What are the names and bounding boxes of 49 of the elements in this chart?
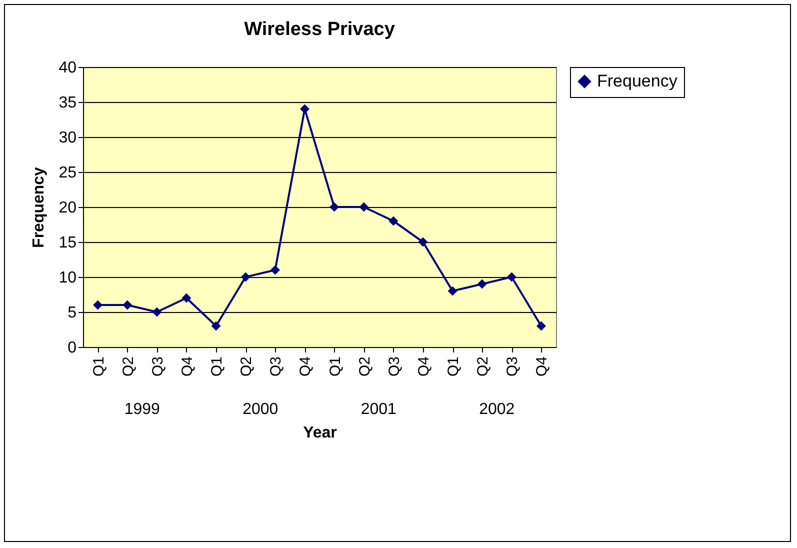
y-tick-label: 15 — [58, 234, 77, 252]
x-tick-label: Q2 — [238, 356, 256, 377]
point — [359, 202, 369, 212]
text: 2000 — [242, 401, 278, 418]
y-axis-title: Frequency — [30, 166, 48, 248]
point — [122, 300, 132, 310]
point — [477, 279, 487, 289]
point — [240, 272, 250, 282]
point — [211, 321, 221, 331]
text: 2001 — [360, 401, 397, 418]
point — [300, 104, 310, 114]
x-tick-label: Q2 — [474, 356, 492, 377]
point — [152, 307, 162, 317]
y-tick-label: 25 — [58, 164, 77, 182]
point — [330, 202, 340, 212]
y-tick-label: 5 — [68, 304, 77, 322]
point — [182, 293, 192, 303]
x-tick-label: Q1 — [445, 356, 462, 377]
point — [93, 300, 103, 310]
x-tick-label: Q4 — [534, 356, 551, 377]
x-tick-label: Q3 — [268, 356, 285, 377]
legend-label: Frequency — [597, 72, 678, 90]
x-tick-label: Q2 — [356, 356, 374, 377]
x-tick-label: Q1 — [326, 356, 344, 377]
y-tick-label: 40 — [58, 60, 77, 76]
x-tick-label: Q3 — [504, 356, 522, 377]
chart-title: Wireless Privacy — [244, 19, 396, 40]
point — [536, 321, 546, 331]
x-tick-label: Q2 — [120, 356, 137, 377]
y-tick-label: 30 — [58, 130, 77, 146]
y-tick-label: 10 — [58, 270, 77, 286]
y-tick-label: 0 — [68, 340, 77, 356]
point — [418, 237, 428, 247]
text: 2002 — [479, 401, 515, 418]
point — [270, 265, 280, 275]
y-tick-label: 35 — [58, 94, 77, 112]
x-tick-label: Q1 — [90, 356, 108, 377]
x-tick-label: Q1 — [208, 356, 226, 377]
y-tick-label: 20 — [58, 200, 77, 216]
text: 1999 — [124, 401, 160, 418]
x-tick-label: Q4 — [297, 356, 314, 377]
x-tick-label: Q4 — [415, 356, 432, 377]
x-axis-title: Year — [303, 424, 337, 442]
x-tick-label: Q3 — [386, 356, 403, 377]
point — [506, 272, 516, 282]
point — [388, 216, 398, 226]
x-tick-label: Q3 — [149, 356, 166, 377]
point — [448, 286, 458, 296]
x-tick-label: Q4 — [178, 356, 196, 377]
